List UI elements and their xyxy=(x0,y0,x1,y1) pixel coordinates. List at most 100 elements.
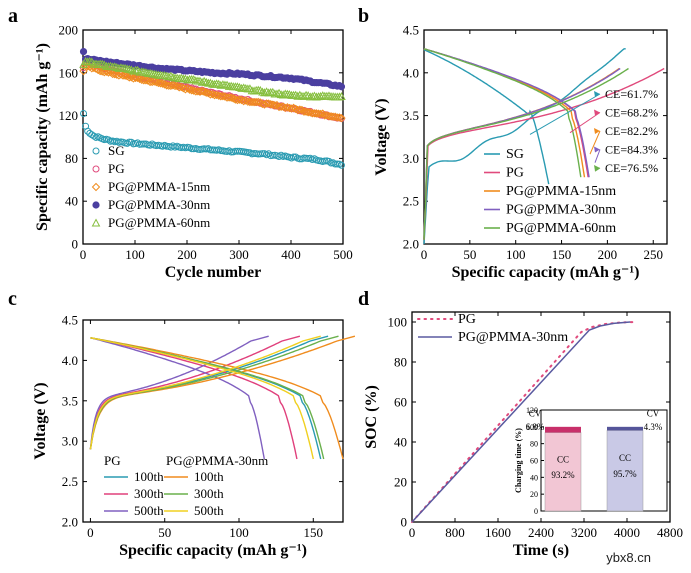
y-tick-label: 20 xyxy=(394,475,407,490)
discharge-curve xyxy=(90,337,344,460)
data-point xyxy=(199,76,209,85)
data-point xyxy=(222,80,232,89)
x-tick-label: 400 xyxy=(281,247,301,262)
data-point xyxy=(133,73,142,83)
data-point xyxy=(239,83,249,92)
data-point xyxy=(199,87,209,97)
inset-y-tick-label: 0 xyxy=(534,507,538,516)
x-tick-label: 0 xyxy=(409,525,416,540)
data-point xyxy=(141,68,151,77)
data-point xyxy=(90,132,98,140)
legend-label: 100th xyxy=(194,469,224,484)
data-point xyxy=(114,63,124,72)
panel-letter-a: a xyxy=(8,5,18,27)
data-point xyxy=(129,74,138,83)
panel-a: 0 100 200 300 400 500 0 40 80 120 160 200 Cycle numb… xyxy=(34,23,353,282)
data-point xyxy=(106,61,115,70)
data-point xyxy=(201,77,211,86)
panel-letter-b: b xyxy=(358,5,369,27)
x-axis-label: Specific capacity (mAh g⁻¹) xyxy=(119,542,307,559)
data-point xyxy=(262,87,271,96)
discharge-curve xyxy=(90,337,314,460)
x-tick-label: 300 xyxy=(229,247,249,262)
data-point xyxy=(193,87,203,96)
discharge-curve xyxy=(90,337,322,460)
y-tick-label: 120 xyxy=(59,108,79,123)
x-tick-label: 0 xyxy=(87,525,94,540)
data-point xyxy=(93,65,103,75)
y-tick-label: 3.0 xyxy=(62,434,78,449)
ce-arrowhead xyxy=(594,165,600,171)
data-point xyxy=(160,80,169,89)
ce-arrowhead xyxy=(594,91,600,97)
data-point xyxy=(104,136,112,144)
x-tick-label: 50 xyxy=(463,247,476,262)
data-point xyxy=(295,90,305,99)
legend-marker xyxy=(92,147,100,155)
data-point xyxy=(162,71,172,80)
inset-y-axis-label: Charging time (%) xyxy=(514,428,523,493)
data-point xyxy=(112,63,122,72)
data-point xyxy=(145,77,155,87)
data-point xyxy=(272,89,282,98)
x-axis-label: Cycle number xyxy=(165,264,261,281)
legend-label: PG@PMMA-30nm xyxy=(506,203,616,218)
bar-cv xyxy=(607,426,643,431)
inset-y-tick-label: 40 xyxy=(530,473,538,482)
legend: SG PG PG@PMMA-15nm PG@PMMA-30nm PG@PMMA-60nm xyxy=(91,143,210,230)
legend-label: 500th xyxy=(194,503,224,518)
data-point xyxy=(202,88,211,97)
data-point xyxy=(307,92,317,101)
data-point xyxy=(104,68,113,77)
plot-frame xyxy=(423,29,668,245)
charge-curve xyxy=(89,335,269,450)
data-point xyxy=(195,76,205,85)
legend-label: 500th xyxy=(134,503,164,518)
legend-label: PG xyxy=(458,312,476,327)
x-tick-label: 0 xyxy=(421,247,428,262)
discharge-curve xyxy=(423,48,586,178)
data-point xyxy=(337,83,346,91)
y-tick-label: 4.0 xyxy=(403,65,419,80)
data-point xyxy=(289,103,298,113)
legend-label: PG@PMMA-60nm xyxy=(506,221,616,236)
y-tick-label: 40 xyxy=(394,435,407,450)
data-point xyxy=(141,76,151,85)
y-tick-label: 4.0 xyxy=(62,353,78,368)
legend: PG PG@PMMA-30nm xyxy=(417,312,568,345)
y-axis-label: SOC (%) xyxy=(363,385,380,449)
x-tick-label: 250 xyxy=(643,247,663,262)
y-tick-label: 100 xyxy=(388,315,408,330)
data-point xyxy=(260,100,269,109)
data-point xyxy=(135,74,144,84)
ce-label: CE=61.7% xyxy=(605,87,658,101)
inset-y-tick-label: 100 xyxy=(526,423,538,432)
legend-label: 100th xyxy=(134,469,164,484)
ce-arrowhead xyxy=(594,109,600,116)
data-point xyxy=(84,127,92,135)
data-point xyxy=(127,65,136,74)
legend-header: PG xyxy=(104,453,121,468)
panel-d: 0 800 1600 2400 3200 4000 4800020406080100Time… xyxy=(363,311,683,559)
bar-PG: CC 93.2% CV 6.8% xyxy=(526,409,582,512)
data-point xyxy=(85,56,95,65)
data-point xyxy=(120,71,130,80)
data-point xyxy=(197,77,207,86)
ce-annotations: CE=61.7% CE=68.2% CE=82.2% CE=84.3% CE=76.5% xyxy=(529,87,658,175)
data-point xyxy=(164,81,174,90)
data-point xyxy=(152,77,161,87)
bar-PG@PMMA-30nm: CC 95.7% CV 4.3% xyxy=(606,409,663,512)
x-tick-label: 100 xyxy=(229,525,249,540)
data-point xyxy=(233,82,242,91)
x-tick-label: 200 xyxy=(177,247,197,262)
legend-label: PG@PMMA-60nm xyxy=(108,215,210,230)
data-point xyxy=(170,81,180,91)
data-point xyxy=(110,62,120,71)
data-point xyxy=(258,99,267,109)
data-point xyxy=(241,96,250,105)
x-axis-label: Time (s) xyxy=(513,542,569,559)
inset-y-tick-label: 80 xyxy=(530,440,538,449)
y-tick-label: 60 xyxy=(394,395,407,410)
legend-marker xyxy=(92,201,100,209)
